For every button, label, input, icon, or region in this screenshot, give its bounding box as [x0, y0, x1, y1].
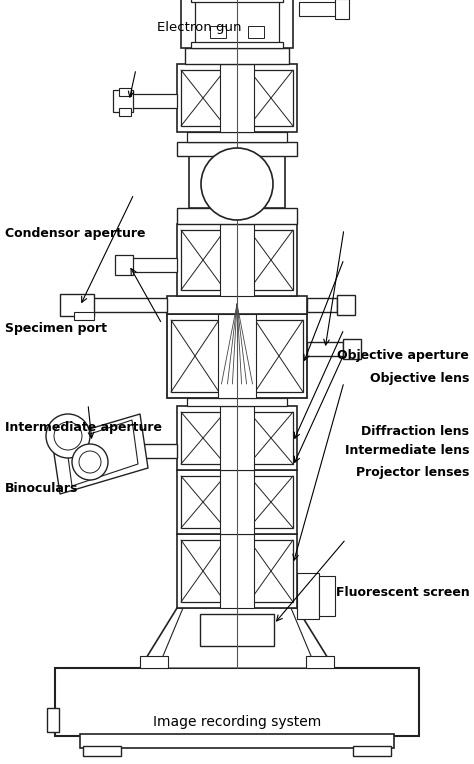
Circle shape	[54, 422, 82, 450]
Text: Objective aperture: Objective aperture	[337, 348, 469, 362]
Bar	[177, 208, 297, 224]
Bar	[185, 48, 289, 64]
Bar	[299, 2, 339, 16]
Text: Electron gun: Electron gun	[157, 21, 241, 34]
Bar	[307, 298, 337, 312]
Bar	[255, 320, 303, 392]
Bar	[80, 734, 394, 748]
Bar	[181, 0, 293, 48]
Bar	[83, 746, 121, 756]
Bar	[129, 258, 177, 272]
Bar	[337, 295, 355, 315]
Polygon shape	[66, 420, 138, 486]
Bar	[181, 70, 225, 126]
Bar	[129, 94, 177, 108]
Bar	[177, 142, 297, 156]
Bar	[47, 708, 59, 732]
Bar	[191, 0, 283, 2]
Bar	[177, 406, 297, 470]
Bar	[297, 573, 319, 619]
Bar	[249, 540, 293, 602]
Polygon shape	[140, 608, 334, 668]
Bar	[181, 540, 225, 602]
Bar	[343, 339, 361, 359]
Bar	[115, 255, 133, 275]
Bar	[60, 294, 94, 316]
Bar	[119, 108, 131, 116]
Bar	[74, 312, 94, 320]
Text: Objective lens: Objective lens	[370, 371, 469, 385]
Bar	[181, 476, 225, 528]
Bar	[319, 576, 335, 616]
Text: Intermediate aperture: Intermediate aperture	[5, 421, 162, 435]
Bar	[167, 314, 307, 398]
Bar	[248, 26, 264, 38]
Bar	[220, 534, 254, 608]
Text: Specimen port: Specimen port	[5, 322, 107, 335]
Bar	[220, 64, 254, 132]
Polygon shape	[158, 608, 316, 668]
Bar	[220, 224, 254, 296]
Circle shape	[201, 148, 273, 220]
Bar	[307, 342, 343, 356]
Bar	[140, 656, 168, 668]
Bar	[220, 470, 254, 534]
Bar	[249, 70, 293, 126]
Bar	[167, 296, 307, 314]
Bar	[55, 668, 419, 736]
Bar	[187, 132, 287, 142]
Text: Image recording system: Image recording system	[153, 715, 321, 729]
Bar	[191, 42, 283, 48]
Bar	[113, 90, 133, 112]
Circle shape	[46, 414, 90, 458]
Bar	[177, 224, 297, 296]
Bar	[187, 398, 287, 406]
Text: Fluorescent screen: Fluorescent screen	[336, 585, 469, 599]
Bar	[200, 614, 274, 646]
Bar	[220, 406, 254, 470]
Bar	[353, 746, 391, 756]
Polygon shape	[52, 414, 148, 494]
Circle shape	[72, 444, 108, 480]
Bar	[210, 26, 226, 38]
Bar	[90, 444, 177, 458]
Bar	[189, 156, 285, 208]
Bar	[177, 64, 297, 132]
Bar	[218, 314, 256, 398]
Bar	[177, 470, 297, 534]
Text: Intermediate lens: Intermediate lens	[345, 444, 469, 458]
Circle shape	[79, 451, 101, 473]
Text: Condensor aperture: Condensor aperture	[5, 226, 145, 240]
Bar	[249, 476, 293, 528]
Text: Diffraction lens: Diffraction lens	[361, 425, 469, 439]
Text: Binoculars: Binoculars	[5, 482, 78, 496]
Text: Projector lenses: Projector lenses	[356, 465, 469, 479]
Bar	[306, 656, 334, 668]
Bar	[335, 0, 349, 19]
Bar	[171, 320, 219, 392]
Bar	[181, 412, 225, 464]
Bar	[90, 298, 167, 312]
Bar	[177, 534, 297, 608]
Bar	[249, 412, 293, 464]
Bar	[195, 0, 279, 44]
Bar	[181, 230, 225, 290]
Bar	[249, 230, 293, 290]
Bar	[119, 88, 131, 96]
